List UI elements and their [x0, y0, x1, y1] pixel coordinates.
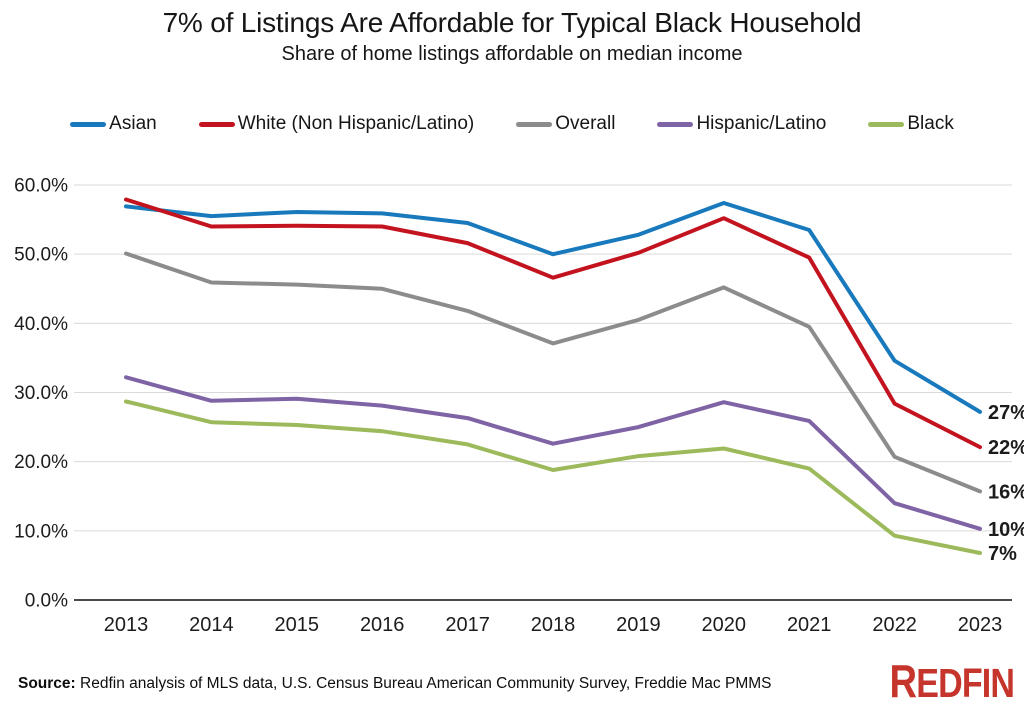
y-tick-label: 30.0% — [14, 383, 68, 404]
series-line-asian — [124, 201, 982, 414]
x-tick-label: 2017 — [445, 614, 490, 636]
chart-title: 7% of Listings Are Affordable for Typica… — [162, 7, 862, 38]
source-note: Source: Redfin analysis of MLS data, U.S… — [18, 675, 772, 693]
legend-label-black: Black — [907, 113, 954, 134]
series-line-overall — [124, 251, 982, 494]
series-line-white-non-hispanic-latino — [124, 197, 982, 450]
redfin-logo: REDFIN — [889, 655, 1014, 707]
y-tick-label: 50.0% — [14, 245, 68, 266]
source-label: Source: — [18, 675, 76, 692]
y-tick-label: 40.0% — [14, 314, 68, 335]
legend: Asian White (Non Hispanic/Latino) Overall H… — [0, 113, 1024, 135]
x-tick-label: 2022 — [872, 614, 917, 636]
legend-item-black: Black — [868, 113, 954, 135]
legend-label-overall: Overall — [555, 113, 616, 134]
legend-swatch-white-non-hispanic-latino — [198, 121, 235, 127]
legend-item-asian: Asian — [70, 113, 157, 135]
legend-item-white-non-hispanic-latino: White (Non Hispanic/Latino) — [198, 113, 475, 135]
legend-item-hispanic-latino: Hispanic/Latino — [657, 113, 826, 135]
x-tick-label: 2015 — [275, 614, 320, 636]
legend-swatch-asian — [70, 121, 107, 127]
legend-swatch-black — [868, 121, 905, 127]
end-label-overall: 16% — [988, 481, 1024, 503]
series-line-black — [124, 399, 982, 555]
end-label-white-non-hispanic-latino: 22% — [988, 437, 1024, 459]
y-tick-label: 60.0% — [14, 176, 68, 197]
x-tick-label: 2021 — [787, 614, 832, 636]
legend-label-white-non-hispanic-latino: White (Non Hispanic/Latino) — [237, 113, 475, 134]
legend-swatch-hispanic-latino — [657, 121, 694, 127]
end-label-black: 7% — [988, 543, 1017, 565]
chart-subtitle: Share of home listings affordable on med… — [281, 43, 743, 65]
x-tick-label: 2019 — [616, 614, 661, 636]
end-label-hispanic-latino: 10% — [988, 519, 1024, 541]
legend-swatch-overall — [516, 121, 553, 127]
x-tick-label: 2020 — [702, 614, 747, 636]
legend-item-overall: Overall — [516, 113, 615, 135]
x-tick-label: 2018 — [531, 614, 576, 636]
y-tick-label: 20.0% — [14, 452, 68, 473]
x-tick-label: 2016 — [360, 614, 405, 636]
end-label-asian: 27% — [988, 402, 1024, 424]
legend-label-hispanic-latino: Hispanic/Latino — [696, 113, 827, 134]
x-tick-label: 2023 — [958, 614, 1003, 636]
y-tick-label: 0.0% — [25, 591, 68, 612]
series-line-hispanic-latino — [124, 375, 982, 531]
x-tick-label: 2014 — [189, 614, 234, 636]
legend-label-asian: Asian — [109, 113, 157, 134]
x-tick-label: 2013 — [104, 614, 149, 636]
source-text: Redfin analysis of MLS data, U.S. Census… — [75, 675, 772, 692]
y-tick-label: 10.0% — [14, 521, 68, 542]
